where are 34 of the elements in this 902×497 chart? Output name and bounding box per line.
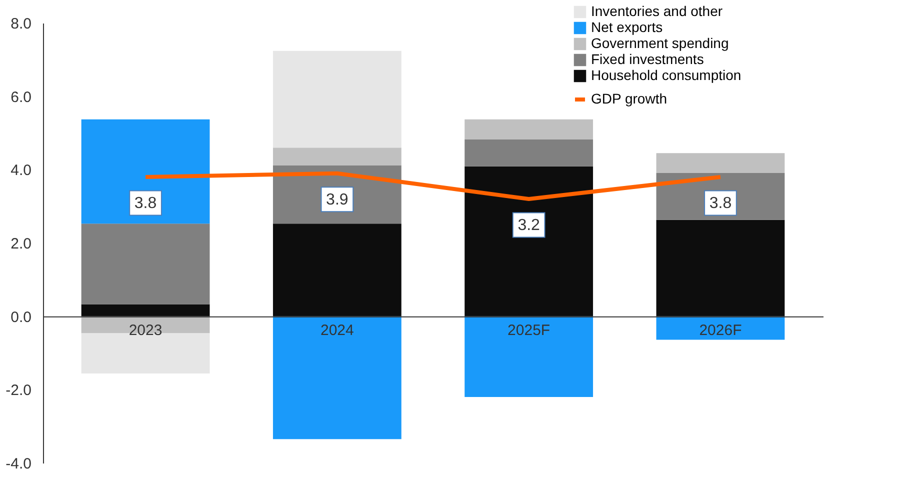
legend-label: Inventories and other bbox=[591, 3, 723, 19]
bar bbox=[464, 119, 594, 140]
y-tick-label: 0.0 bbox=[10, 308, 32, 326]
data-label: 3.8 bbox=[134, 195, 157, 212]
bar bbox=[656, 220, 785, 316]
x-tick-label: 2024 bbox=[320, 322, 354, 339]
bar bbox=[272, 50, 402, 148]
bar bbox=[464, 166, 594, 316]
bar bbox=[656, 153, 785, 173]
y-tick-label: 4.0 bbox=[10, 162, 32, 180]
bar bbox=[81, 304, 210, 316]
x-tick-label: 2023 bbox=[128, 322, 162, 339]
legend-label: Net exports bbox=[591, 19, 663, 35]
y-tick-label: -2.0 bbox=[6, 382, 32, 400]
legend-label: Government spending bbox=[591, 35, 729, 51]
y-tick-label: 8.0 bbox=[10, 16, 32, 32]
legend-label: Fixed investments bbox=[591, 51, 704, 67]
data-label: 3.9 bbox=[326, 191, 348, 208]
bar bbox=[272, 316, 402, 440]
x-tick-label: 2026F bbox=[699, 322, 742, 339]
bar bbox=[81, 119, 210, 224]
y-tick-label: -4.0 bbox=[6, 456, 32, 472]
bar bbox=[272, 148, 402, 166]
y-tick-label: 2.0 bbox=[10, 236, 32, 252]
x-tick-label: 2025F bbox=[508, 322, 550, 339]
bar bbox=[81, 224, 210, 304]
bar bbox=[464, 139, 594, 166]
y-tick-label: 6.0 bbox=[10, 88, 32, 106]
legend-label: GDP growth bbox=[591, 90, 667, 106]
bar bbox=[272, 224, 402, 316]
data-label: 3.2 bbox=[518, 217, 540, 234]
data-label: 3.8 bbox=[709, 195, 732, 212]
legend-label: Household consumption bbox=[591, 67, 742, 83]
bar bbox=[464, 316, 594, 397]
